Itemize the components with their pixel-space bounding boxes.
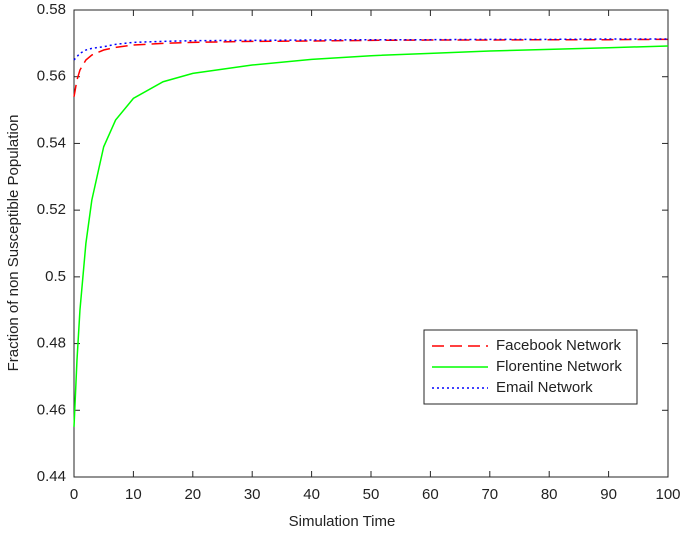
- x-tick-label: 0: [70, 486, 78, 503]
- x-tick-label: 90: [600, 486, 617, 503]
- line: [73, 45, 669, 427]
- x-tick-label: 10: [125, 486, 142, 503]
- x-tick-label: 20: [184, 486, 201, 503]
- x-tick-label: 80: [541, 486, 558, 503]
- y-tick-label: 0.48: [37, 335, 66, 352]
- y-tick-label: 0.5: [45, 268, 66, 285]
- y-tick-label: 0.58: [37, 1, 66, 18]
- y-tick-label: 0.52: [37, 201, 66, 218]
- plot-frame: [73, 9, 669, 478]
- legend-label: Florentine Network: [496, 358, 622, 375]
- x-tick-label: 30: [244, 486, 261, 503]
- x-tick-label: 40: [303, 486, 320, 503]
- x-tick-label: 60: [422, 486, 439, 503]
- x-tick-label: 70: [481, 486, 498, 503]
- y-axis-label: Fraction of non Susceptible Population: [5, 115, 22, 372]
- y-tick-label: 0.54: [37, 134, 66, 151]
- line: [73, 38, 668, 61]
- y-tick-label: 0.46: [37, 401, 66, 418]
- y-tick-label: 0.56: [37, 68, 66, 85]
- legend-label: Facebook Network: [496, 337, 622, 354]
- y-tick-label: 0.44: [37, 468, 66, 485]
- x-tick-label: 100: [655, 486, 680, 503]
- x-tick-label: 50: [363, 486, 380, 503]
- x-axis-label: Simulation Time: [289, 513, 396, 530]
- legend-label: Email Network: [496, 379, 593, 396]
